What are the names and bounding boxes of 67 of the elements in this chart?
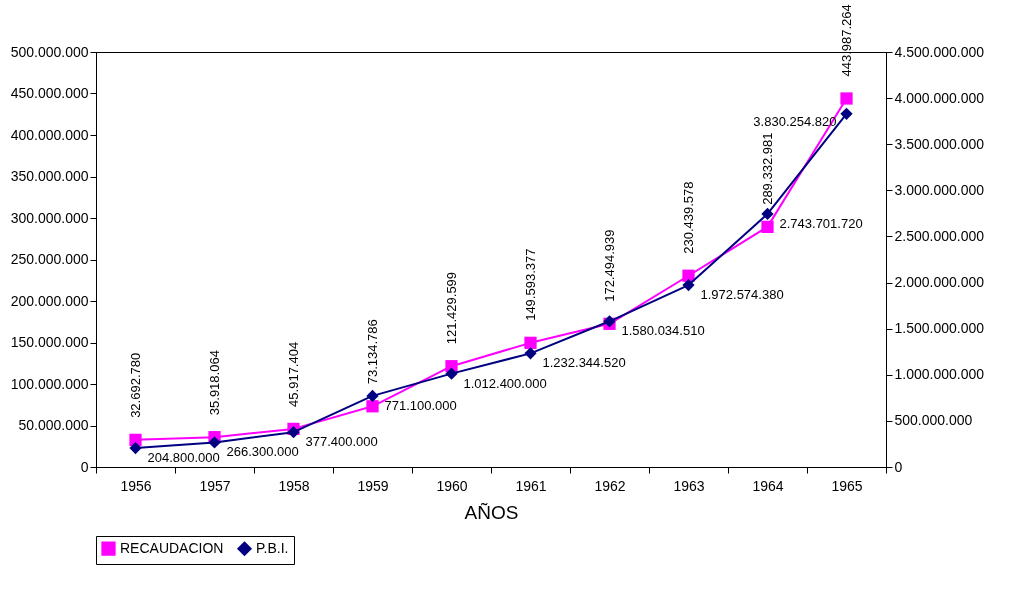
point (445, 367, 458, 380)
y-tick-label: 350.000.000 (10, 168, 89, 184)
legend-label: P.B.I. (256, 539, 289, 556)
y-tick-label: 50.000.000 (18, 417, 89, 433)
y2-tick-label: 2.500.000.000 (894, 227, 985, 244)
y-tick-label: 400.000.000 (10, 126, 89, 143)
x-tick-label: 1959 (357, 477, 389, 494)
x-axis-title: AÑOS (464, 501, 519, 523)
y-tick-label: 100.000.000 (10, 375, 89, 392)
data-label: 149.593.377 (522, 248, 538, 321)
x-tick-label: 1963 (673, 477, 705, 494)
y-tick-label: 450.000.000 (10, 85, 89, 101)
y-tick-label: 300.000.000 (10, 209, 89, 226)
y2-tick-label: 0 (894, 458, 903, 475)
y-tick-label: 150.000.000 (10, 334, 89, 350)
data-label: 771.100.000 (384, 397, 457, 413)
data-label: 230.439.578 (680, 181, 696, 254)
data-label: 172.494.939 (601, 229, 617, 302)
data-label: 1.012.400.000 (463, 375, 547, 391)
y2-tick-label: 1.000.000.000 (894, 366, 985, 383)
data-label: 289.332.981 (759, 132, 775, 205)
point (840, 92, 853, 105)
y2-tick-label: 500.000.000 (894, 412, 973, 429)
point (524, 336, 537, 349)
point (761, 207, 774, 221)
point (129, 433, 142, 446)
point (208, 436, 221, 449)
point (682, 278, 695, 292)
point (366, 389, 379, 403)
y2-tick-label: 1.500.000.000 (894, 320, 985, 337)
data-label: 443.987.264 (838, 4, 854, 77)
y2-tick-label: 2.000.000.000 (894, 274, 985, 291)
x-tick-label: 1957 (199, 477, 231, 494)
x-tick-label: 1960 (436, 477, 468, 494)
data-label: 121.429.599 (443, 271, 459, 345)
x-tick-label: 1956 (120, 477, 152, 494)
y2-tick-label: 3.500.000.000 (894, 135, 985, 152)
point (840, 107, 853, 120)
data-label: 35.918.064 (206, 350, 222, 416)
data-label: 45.917.404 (285, 341, 301, 407)
data-label: 1.972.574.380 (700, 287, 784, 303)
point (366, 400, 379, 413)
data-label: 73.134.786 (364, 319, 380, 385)
x-tick-label: 1958 (278, 477, 310, 494)
y2-tick-label: 3.000.000.000 (894, 181, 985, 198)
point (287, 426, 300, 439)
data-label: 2.743.701.720 (779, 215, 863, 231)
data-label: 1.580.034.510 (621, 323, 705, 339)
y2-tick-label: 4.500.000.000 (894, 43, 985, 60)
point (524, 347, 537, 360)
x-tick-label: 1965 (831, 477, 863, 494)
data-label: 32.692.780 (127, 352, 143, 418)
legend-label: RECAUDACION (120, 539, 224, 556)
y-tick-label: 250.000.000 (10, 251, 89, 267)
data-label: 266.300.000 (226, 444, 299, 460)
x-tick-label: 1961 (515, 477, 547, 494)
x-tick-label: 1964 (752, 477, 784, 494)
point (129, 441, 142, 455)
y2-tick-label: 4.000.000.000 (894, 89, 985, 106)
x-tick-label: 1962 (594, 477, 626, 494)
y-tick-label: 500.000.000 (10, 43, 89, 60)
data-label: 1.232.344.520 (542, 355, 626, 371)
y-tick-label: 0 (80, 458, 89, 475)
data-label: 204.800.000 (147, 450, 220, 466)
point (761, 220, 774, 233)
y-tick-label: 200.000.000 (10, 292, 89, 309)
data-label: 377.400.000 (305, 434, 378, 450)
